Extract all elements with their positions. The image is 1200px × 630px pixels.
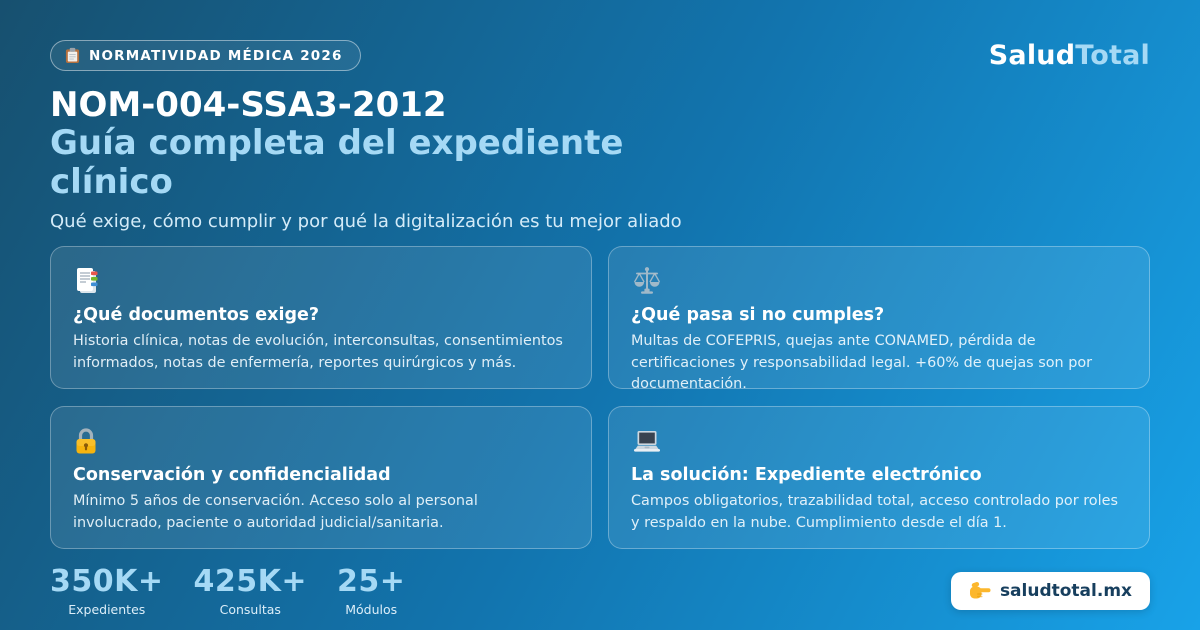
clipboard-icon <box>65 47 80 64</box>
card-consequences: ¿Qué pasa si no cumples? Multas de COFEP… <box>608 246 1150 392</box>
stat-value: 425K+ <box>193 564 308 600</box>
logo-part2: Total <box>1075 40 1150 71</box>
card-body: Multas de COFEPRIS, quejas ante CONAMED,… <box>631 333 1093 393</box>
card-solution: La solución: Expediente electrónico Camp… <box>608 406 1150 550</box>
card-body: Historia clínica, notas de evolución, in… <box>73 333 563 371</box>
bookmark-tabs-icon <box>73 266 569 296</box>
normativity-badge: NORMATIVIDAD MÉDICA 2026 <box>50 40 361 71</box>
brand-logo: SaludTotal <box>989 40 1150 71</box>
stat-label: Expedientes <box>68 602 146 618</box>
stat-value: 25+ <box>337 564 406 600</box>
balance-scale-icon <box>631 266 1127 296</box>
stat-label: Consultas <box>219 602 281 618</box>
card-body: Mínimo 5 años de conservación. Acceso so… <box>73 493 478 531</box>
card-documents: ¿Qué documentos exige? Historia clínica,… <box>50 246 592 390</box>
card-title: ¿Qué documentos exige? <box>73 305 319 326</box>
card-body: Campos obligatorios, trazabilidad total,… <box>631 493 1118 531</box>
pointing-hand-icon <box>969 581 991 600</box>
cta-label: saludtotal.mx <box>999 580 1132 601</box>
card-title: ¿Qué pasa si no cumples? <box>631 305 885 326</box>
card-title: Conservación y confidencialidad <box>73 465 391 486</box>
card-title: La solución: Expediente electrónico <box>631 465 982 486</box>
lock-icon <box>73 426 569 456</box>
page-subtitle: Qué exige, cómo cumplir y por qué la dig… <box>50 211 682 233</box>
website-cta-button[interactable]: saludtotal.mx <box>950 571 1150 610</box>
card-conservation: Conservación y confidencialidad Mínimo 5… <box>50 406 592 550</box>
page-title: NOM-004-SSA3-2012 Guía completa del exped… <box>50 85 730 202</box>
badge-label: NORMATIVIDAD MÉDICA 2026 <box>89 47 343 64</box>
title-guide-text: Guía completa del expediente clínico <box>50 123 624 202</box>
stat-consultas: 425K+ Consultas <box>194 564 308 617</box>
title-norm-code: NOM-004-SSA3-2012 <box>50 85 447 125</box>
info-cards-grid: ¿Qué documentos exige? Historia clínica,… <box>50 246 1150 550</box>
stat-label: Módulos <box>345 602 398 618</box>
stat-value: 350K+ <box>50 564 164 600</box>
stat-modulos: 25+ Módulos <box>337 564 405 617</box>
stats-row: 350K+ Expedientes 425K+ Consultas 25+ Mó… <box>50 564 405 617</box>
laptop-icon <box>631 426 1127 456</box>
stat-expedientes: 350K+ Expedientes <box>50 564 164 617</box>
bottom-bar: 350K+ Expedientes 425K+ Consultas 25+ Mó… <box>50 564 1150 617</box>
header: NORMATIVIDAD MÉDICA 2026 SaludTotal <box>50 40 1150 71</box>
logo-part1: Salud <box>988 40 1076 71</box>
